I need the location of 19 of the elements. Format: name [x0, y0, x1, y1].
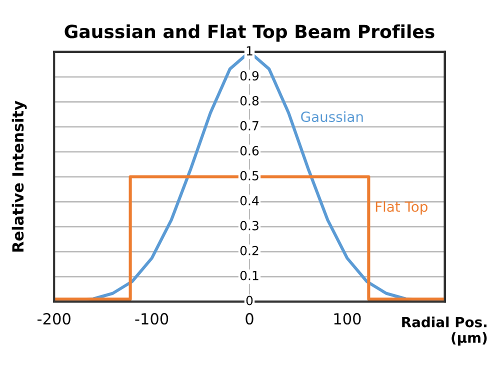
y-tick-label: 0.7: [240, 121, 258, 130]
y-tick-label: 0.1: [240, 270, 258, 280]
y-axis-title: Relative Intensity: [12, 100, 27, 252]
y-tick-label: 0.4: [240, 196, 259, 206]
y-tick-label: 1: [246, 46, 252, 56]
x-tick-label: 100: [334, 313, 361, 325]
chart-title: Gaussian and Flat Top Beam Profiles: [64, 24, 434, 42]
x-tick-label: -100: [135, 313, 168, 325]
x-axis-title: Radial Pos. (µm): [402, 316, 487, 346]
y-tick-label: 0.9: [240, 71, 259, 81]
series-label: Flat Top: [376, 201, 428, 215]
series-label: Gaussian: [301, 111, 363, 122]
y-tick-label: 0.3: [240, 220, 258, 230]
y-tick-label: 0.6: [240, 146, 259, 156]
y-tick-label: 0: [246, 296, 253, 306]
x-tick-label: -200: [38, 313, 70, 325]
y-tick-label: 0.5: [240, 170, 258, 180]
y-tick-label: 0.2: [240, 246, 258, 256]
y-tick-label: 0.8: [240, 96, 259, 106]
